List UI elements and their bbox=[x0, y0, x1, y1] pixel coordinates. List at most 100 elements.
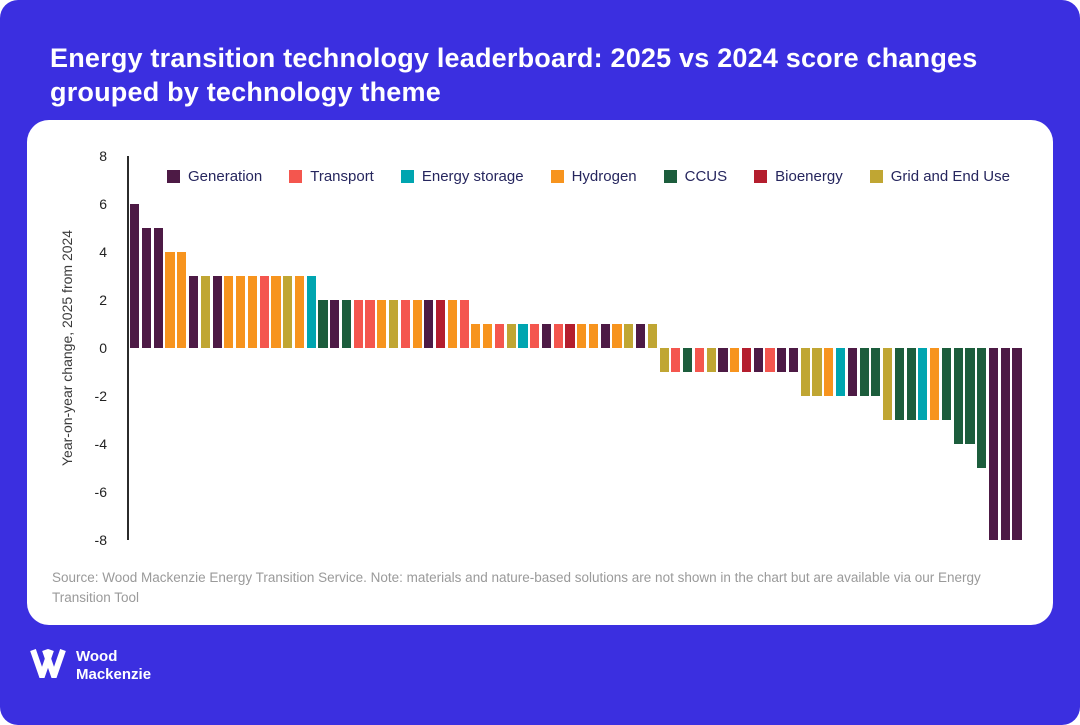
y-tick-label: 4 bbox=[99, 244, 107, 260]
source-note: Source: Wood Mackenzie Energy Transition… bbox=[52, 570, 981, 606]
legend-item-grid: Grid and End Use bbox=[869, 168, 1010, 185]
bar bbox=[706, 348, 716, 372]
bar bbox=[189, 276, 199, 348]
y-axis-ticks: 8 6 4 2 0 -2 -4 -6 -8 bbox=[27, 148, 117, 548]
bar bbox=[553, 324, 563, 348]
bar bbox=[671, 348, 681, 372]
legend-label: Hydrogen bbox=[571, 168, 637, 185]
bar bbox=[306, 276, 316, 348]
logo-line-1: Wood bbox=[76, 648, 118, 666]
bar bbox=[447, 300, 457, 348]
bar bbox=[600, 324, 610, 348]
bar bbox=[718, 348, 728, 372]
bar bbox=[930, 348, 940, 420]
bar bbox=[224, 276, 234, 348]
bar bbox=[788, 348, 799, 372]
bar bbox=[577, 324, 587, 348]
y-tick-label: -8 bbox=[94, 532, 107, 548]
bar bbox=[741, 348, 752, 372]
bar bbox=[400, 300, 410, 348]
bar bbox=[365, 300, 375, 348]
y-tick-label: -2 bbox=[94, 388, 107, 404]
chart-card: Generation Transport Energy storage Hydroge… bbox=[27, 120, 1053, 625]
bar bbox=[624, 324, 634, 348]
y-tick-label: 8 bbox=[99, 148, 107, 164]
bar bbox=[765, 348, 775, 372]
legend-item-bioenergy: Bioenergy bbox=[754, 168, 843, 185]
wood-mackenzie-wordmark: Wood Mackenzie bbox=[76, 648, 151, 683]
bar bbox=[1000, 348, 1010, 540]
y-tick-label: 2 bbox=[99, 292, 107, 308]
bar bbox=[883, 348, 893, 420]
bar bbox=[871, 348, 881, 396]
bar bbox=[812, 348, 822, 396]
bar bbox=[977, 348, 987, 468]
y-tick-label: -4 bbox=[94, 436, 107, 452]
bar bbox=[353, 300, 363, 348]
bar bbox=[377, 300, 387, 348]
bar bbox=[894, 348, 904, 420]
bar bbox=[565, 324, 575, 348]
bar bbox=[988, 348, 999, 540]
bar bbox=[730, 348, 740, 372]
legend-label: Generation bbox=[188, 168, 263, 185]
bar bbox=[541, 324, 552, 348]
legend-swatch-bioenergy bbox=[754, 170, 768, 183]
legend-label: Bioenergy bbox=[775, 168, 843, 185]
legend-label: Grid and End Use bbox=[890, 168, 1010, 185]
bar bbox=[341, 300, 352, 348]
bar bbox=[200, 276, 210, 348]
legend-swatch-ccus bbox=[663, 170, 677, 183]
legend-swatch-storage bbox=[400, 170, 414, 183]
y-tick-label: -6 bbox=[94, 484, 107, 500]
bar bbox=[824, 348, 834, 396]
plot-area bbox=[127, 156, 1022, 540]
bar bbox=[777, 348, 787, 372]
bar bbox=[647, 324, 657, 348]
bar bbox=[636, 324, 646, 348]
bar bbox=[436, 300, 446, 348]
bar bbox=[1012, 348, 1022, 540]
bar bbox=[483, 324, 493, 348]
legend-swatch-transport bbox=[289, 170, 303, 183]
bar bbox=[918, 348, 928, 420]
bar bbox=[694, 348, 704, 372]
page-title: Energy transition technology leaderboard… bbox=[50, 43, 978, 107]
wood-mackenzie-mark-icon bbox=[30, 648, 66, 686]
bar bbox=[683, 348, 693, 372]
bar bbox=[518, 324, 528, 348]
bar bbox=[494, 324, 504, 348]
bar bbox=[459, 300, 469, 348]
bar bbox=[859, 348, 869, 396]
bar bbox=[847, 348, 857, 396]
bar bbox=[259, 276, 269, 348]
legend-label: Transport bbox=[310, 168, 374, 185]
bar bbox=[953, 348, 963, 444]
bar bbox=[141, 228, 152, 348]
bar bbox=[835, 348, 846, 396]
legend-swatch-hydrogen bbox=[550, 170, 564, 183]
bar bbox=[412, 300, 422, 348]
bar bbox=[965, 348, 975, 444]
bar bbox=[271, 276, 281, 348]
bar bbox=[800, 348, 810, 396]
bar bbox=[294, 276, 305, 348]
logo-line-2: Mackenzie bbox=[76, 665, 152, 683]
bar bbox=[153, 228, 163, 348]
chart-legend: Generation Transport Energy storage Hydroge… bbox=[167, 168, 1010, 185]
bar bbox=[506, 324, 516, 348]
bar bbox=[283, 276, 293, 348]
y-tick-label: 6 bbox=[99, 196, 107, 212]
bar bbox=[659, 348, 669, 372]
legend-label: Energy storage bbox=[421, 168, 524, 185]
legend-item-ccus: CCUS bbox=[663, 168, 727, 185]
bar bbox=[753, 348, 763, 372]
bar bbox=[165, 252, 175, 348]
legend-item-transport: Transport bbox=[289, 168, 374, 185]
legend-item-generation: Generation bbox=[167, 168, 262, 185]
bar bbox=[941, 348, 951, 420]
bar bbox=[177, 252, 187, 348]
bar bbox=[330, 300, 340, 348]
bar bbox=[247, 276, 257, 348]
bar bbox=[130, 204, 140, 348]
